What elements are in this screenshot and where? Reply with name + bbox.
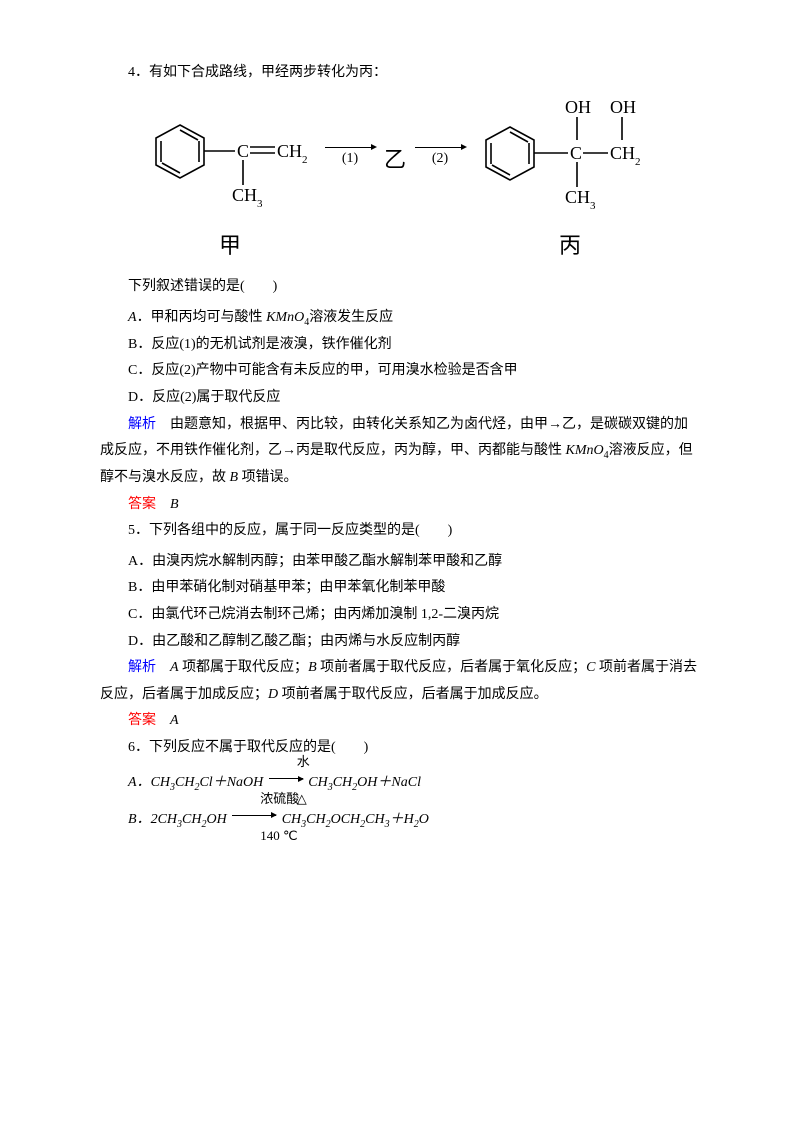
answer-label: 答案 [128,713,156,728]
svg-text:2: 2 [302,154,308,166]
q4-intro: 4．有如下合成路线，甲经两步转化为丙： [100,60,700,87]
q5-opt-c: C．由氯代环己烷消去制环己烯；由丙烯加溴制 1,2-二溴丙烷 [100,602,700,629]
q4-explain: 解析 由题意知，根据甲、丙比较，由转化关系知乙为卤代烃，由甲→乙，是碳碳双键的加… [100,412,700,492]
svg-text:CH: CH [610,143,635,163]
svg-text:OH: OH [610,97,636,117]
svg-text:C: C [237,141,249,161]
q5-opt-d: D．由乙酸和乙醇制乙酸乙酯；由丙烯与水反应制丙醇 [100,629,700,656]
svg-text:OH: OH [565,97,591,117]
svg-text:CH: CH [277,141,302,161]
struct-bing: OH OH C CH 2 CH 3 [470,95,660,225]
label-jia: 甲 [140,225,320,267]
q4-answer: 答案 B [100,492,700,519]
q5-answer: 答案 A [100,708,700,735]
svg-text:3: 3 [257,198,263,210]
q4-opt-a: A．甲和丙均可与酸性 KMnO4溶液发生反应 [100,305,700,332]
answer-label: 答案 [128,497,156,512]
svg-text:C: C [570,143,582,163]
svg-text:CH: CH [565,187,590,207]
struct-jia: C CH 2 CH 3 [140,105,320,215]
arrow-1: (1) [320,147,380,173]
q5-explain: 解析 A 项都属于取代反应；B 项前者属于取代反应，后者属于氧化反应；C 项前者… [100,655,700,708]
arrow-h2so4: 浓硫酸 140 ℃ [232,815,276,825]
arrow-2: (2) [410,147,470,173]
q6-intro: 6．下列反应不属于取代反应的是( ) [100,735,700,762]
explain-label: 解析 [128,660,156,675]
q6-opt-b: B．2CH3CH2OH 浓硫酸 140 ℃ CH3CH2OCH2CH3＋H2O [100,802,700,838]
q4-stem: 下列叙述错误的是( ) [100,274,700,301]
q5-intro: 5．下列各组中的反应，属于同一反应类型的是( ) [100,518,700,545]
q6-opt-a: A．CH3CH2Cl＋NaOH 水 △ CH3CH2OH＋NaCl [100,765,700,801]
q4-diagram: C CH 2 CH 3 (1) 乙 (2) OH OH C [100,95,700,225]
q5-opt-a: A．由溴丙烷水解制丙醇；由苯甲酸乙酯水解制苯甲酸和乙醇 [100,549,700,576]
svg-text:CH: CH [232,185,257,205]
svg-text:2: 2 [635,156,641,168]
q5-opt-b: B．由甲苯硝化制对硝基甲苯；由甲苯氧化制苯甲酸 [100,575,700,602]
q4-opt-b: B．反应(1)的无机试剂是液溴，铁作催化剂 [100,332,700,359]
explain-label: 解析 [128,417,156,432]
svg-text:3: 3 [590,200,596,212]
q4-opt-d: D．反应(2)属于取代反应 [100,385,700,412]
label-bing: 丙 [490,225,650,267]
q4-labels: 甲 丙 [100,225,700,267]
mid-yi: 乙 [380,139,410,181]
q4-opt-c: C．反应(2)产物中可能含有未反应的甲，可用溴水检验是否含甲 [100,358,700,385]
